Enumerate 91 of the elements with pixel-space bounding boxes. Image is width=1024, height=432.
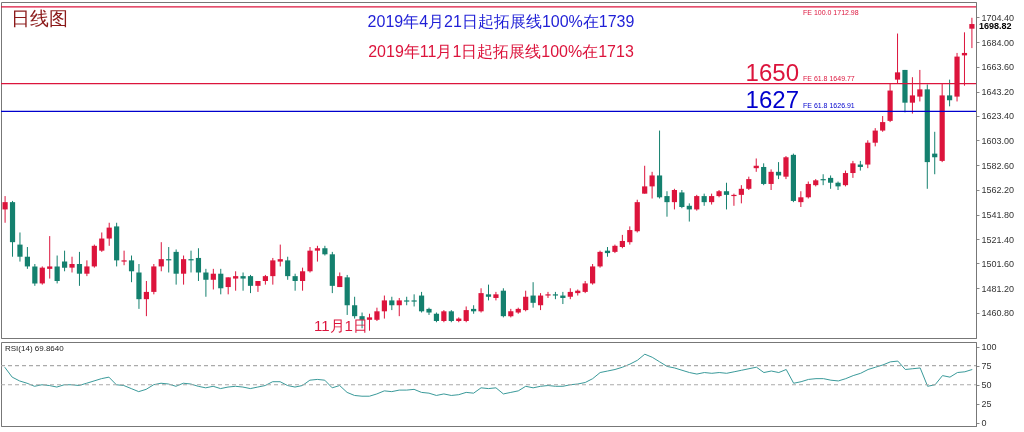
candlestick (173, 248, 179, 286)
candlestick (195, 247, 202, 282)
candlestick (381, 295, 387, 320)
candlestick (203, 268, 209, 298)
candlestick (299, 267, 306, 292)
candlestick (17, 231, 23, 263)
candlestick (783, 155, 789, 180)
y-tick-label: 1562.20 (981, 185, 1015, 196)
candlestick (418, 291, 425, 314)
candlestick (188, 250, 194, 273)
candlestick (352, 296, 358, 320)
candlestick (247, 274, 254, 294)
y-tick-label: 1501.60 (981, 258, 1015, 269)
candlestick (523, 290, 529, 312)
candlestick (545, 291, 551, 299)
chart-title: 日线图 (11, 8, 68, 29)
candlestick (738, 184, 744, 204)
candlestick (478, 287, 484, 314)
candlestick (91, 244, 97, 269)
candlestick (158, 241, 164, 272)
candlestick (143, 280, 149, 317)
annotation: 1627 (745, 86, 799, 114)
candlestick (590, 263, 596, 286)
candlestick (731, 193, 737, 207)
candlestick (54, 255, 60, 284)
candlestick (285, 256, 291, 281)
candlestick (723, 182, 730, 210)
candlestick (292, 273, 298, 292)
y-tick-label: 1603.00 (981, 135, 1015, 146)
candlestick (679, 189, 685, 209)
candlestick (121, 250, 127, 266)
candlestick (76, 251, 83, 287)
y-tick-label: 0 (981, 418, 987, 429)
candlestick (664, 190, 670, 218)
candlestick (128, 255, 135, 283)
candlestick (39, 265, 45, 286)
candlestick (277, 244, 283, 267)
candlestick (627, 225, 633, 246)
candlestick (671, 188, 678, 210)
candlestick (69, 256, 75, 273)
candlestick (218, 268, 224, 295)
candlestick (47, 235, 53, 280)
chart-title: RSI(14) 69.8640 (5, 344, 65, 353)
annotation: 2019年11月1日起拓展线100%在1713 (368, 43, 634, 60)
y-tick-label: 75 (981, 361, 992, 372)
candlestick (270, 257, 276, 286)
candlestick (865, 139, 871, 169)
candlestick (240, 272, 246, 292)
candlestick (649, 171, 655, 200)
candlestick (307, 246, 313, 273)
candlestick (210, 268, 216, 290)
y-tick-label: 1541.80 (981, 210, 1015, 221)
y-tick-label: 1481.20 (981, 283, 1015, 294)
candlestick (642, 165, 648, 195)
annotation: 11月1日 (314, 317, 368, 334)
y-tick-label: 50 (981, 380, 992, 391)
y-tick-label: 1582.60 (981, 160, 1015, 171)
y-tick-label: 1521.40 (981, 234, 1015, 245)
y-tick-label: 1663.60 (981, 62, 1015, 73)
candlestick (32, 263, 38, 287)
y-tick-label: 25 (981, 399, 992, 410)
annotation: 1650 (745, 58, 799, 86)
candlestick (761, 162, 767, 186)
candlestick (969, 17, 975, 49)
candlestick (106, 222, 112, 247)
candlestick (656, 130, 663, 200)
candlestick (2, 195, 8, 224)
candlestick (84, 259, 90, 277)
y-tick-label: 100 (981, 342, 997, 353)
candlestick (872, 127, 878, 147)
y-tick-label: 1684.00 (981, 37, 1015, 48)
candlestick (233, 270, 239, 292)
candlestick (835, 181, 841, 191)
line-series (4, 353, 973, 397)
y-tick-label: 1460.80 (981, 308, 1015, 319)
candlestick (255, 280, 261, 293)
candlestick (947, 79, 953, 107)
y-tick-label: 1643.20 (981, 87, 1015, 98)
y-tick-label: 1704.40 (981, 12, 1015, 23)
annotation: 2019年4月21日起拓展线100%在1739 (367, 13, 635, 30)
y-tick-label: 1623.40 (981, 111, 1015, 122)
candlestick (768, 168, 774, 191)
candlestick (61, 250, 68, 272)
candlestick (180, 255, 187, 286)
candlestick (493, 291, 499, 301)
candlestick (411, 293, 417, 307)
candlestick (99, 231, 105, 253)
candlestick (798, 190, 804, 208)
text: 1698.82 (979, 21, 1012, 31)
candlestick (396, 297, 402, 317)
candlestick (530, 281, 536, 309)
